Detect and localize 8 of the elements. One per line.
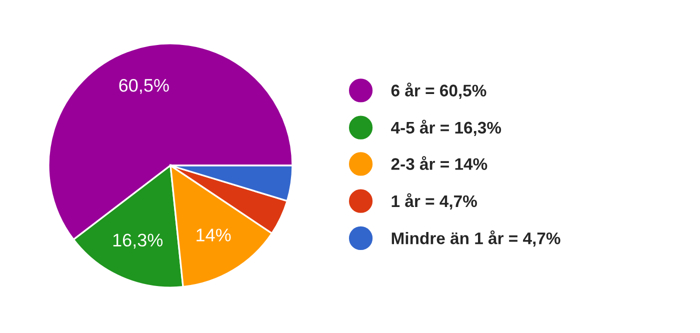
legend-label: 2-3 år = 14% <box>391 156 488 170</box>
data-label: 16,3% <box>113 234 163 249</box>
data-label: 60,5% <box>119 78 169 94</box>
legend-label: 6 år = 60,5% <box>391 82 486 99</box>
legend-label: 4-5 år = 16,3% <box>391 120 502 136</box>
data-label: 14% <box>196 228 231 242</box>
legend-label: Mindre än 1 år = 4,7% <box>392 230 560 247</box>
legend-label: 1 år = 4,7% <box>392 193 477 210</box>
